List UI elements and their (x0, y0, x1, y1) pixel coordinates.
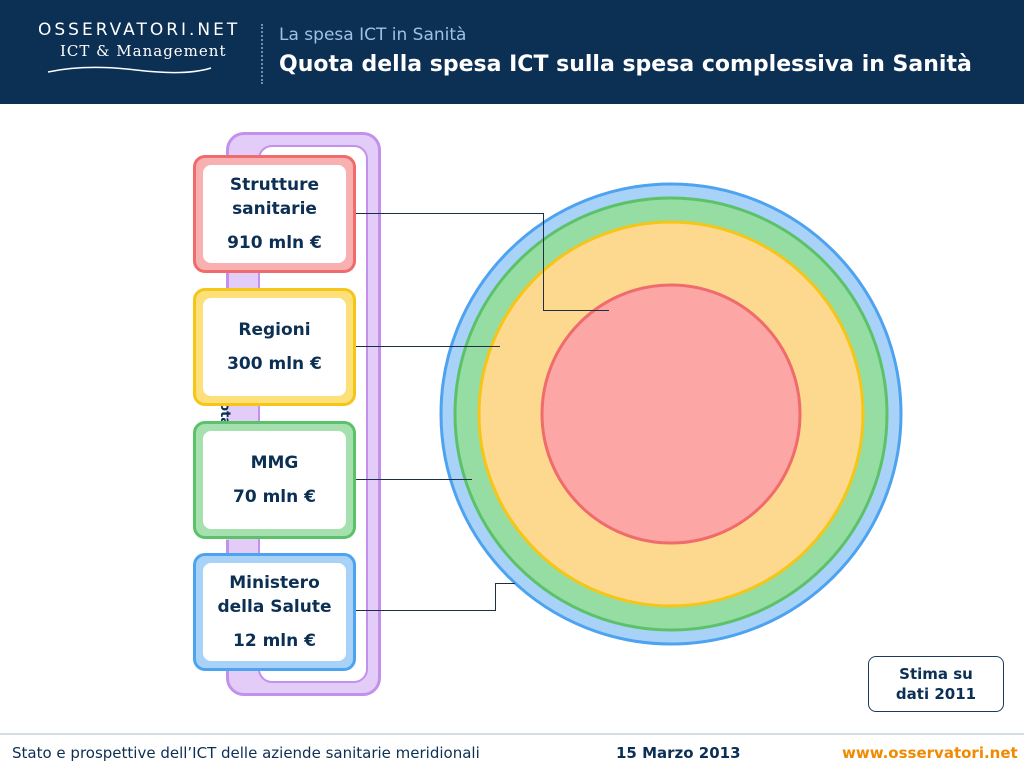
leader-line-ministero-v (495, 583, 496, 611)
leader-line-ministero (356, 610, 496, 611)
leader-line-mmg (356, 479, 472, 480)
page-title: Quota della spesa ICT sulla spesa comple… (279, 52, 972, 77)
box-mmg[interactable]: MMG 70 mln € (193, 421, 356, 539)
ring-strutture-sanitarie (540, 283, 802, 545)
logo-swoosh-icon (47, 66, 212, 74)
box-ministero-salute[interactable]: Ministero della Salute 12 mln € (193, 553, 356, 671)
stima-line-1: Stima su (899, 665, 973, 683)
box-strutture-label-2: sanitarie (232, 199, 317, 219)
box-ministero-label-2: della Salute (217, 597, 332, 617)
leader-line-ministero-h (495, 583, 515, 584)
box-ministero-inner: Ministero della Salute 12 mln € (203, 563, 346, 661)
footer-date: 15 Marzo 2013 (616, 744, 741, 762)
box-mmg-value: 70 mln € (233, 487, 316, 507)
leader-line-strutture-h (543, 310, 609, 311)
stima-note: Stima su dati 2011 (868, 656, 1004, 712)
box-strutture-label-1: Strutture (229, 175, 320, 195)
box-mmg-inner: MMG 70 mln € (203, 431, 346, 529)
logo[interactable]: OSSERVATORI.NET ICT & Management (38, 20, 238, 80)
box-regioni[interactable]: Regioni 300 mln € (193, 288, 356, 406)
leader-line-regioni (356, 346, 500, 347)
box-mmg-label: MMG (250, 453, 299, 473)
header-divider (261, 24, 263, 84)
footer-divider (0, 733, 1024, 735)
header-bar: OSSERVATORI.NET ICT & Management La spes… (0, 0, 1024, 104)
leader-line-strutture-v (543, 213, 544, 310)
box-strutture-sanitarie[interactable]: Strutture sanitarie 910 mln € (193, 155, 356, 273)
box-ministero-label-1: Ministero (229, 573, 320, 593)
logo-bottom-text: ICT & Management (60, 42, 227, 60)
box-regioni-inner: Regioni 300 mln € (203, 298, 346, 396)
box-strutture-value: 910 mln € (227, 233, 322, 253)
footer-event-title: Stato e prospettive dell’ICT delle azien… (12, 744, 480, 762)
footer-website-link[interactable]: www.osservatori.net (842, 744, 1018, 762)
leader-line-strutture (356, 213, 544, 214)
box-ministero-value: 12 mln € (233, 631, 316, 651)
box-regioni-value: 300 mln € (227, 354, 322, 374)
box-strutture-inner: Strutture sanitarie 910 mln € (203, 165, 346, 263)
header-subtitle: La spesa ICT in Sanità (279, 25, 467, 45)
stima-line-2: dati 2011 (895, 685, 977, 703)
logo-top-text: OSSERVATORI.NET (38, 20, 241, 40)
box-regioni-label: Regioni (238, 320, 311, 340)
